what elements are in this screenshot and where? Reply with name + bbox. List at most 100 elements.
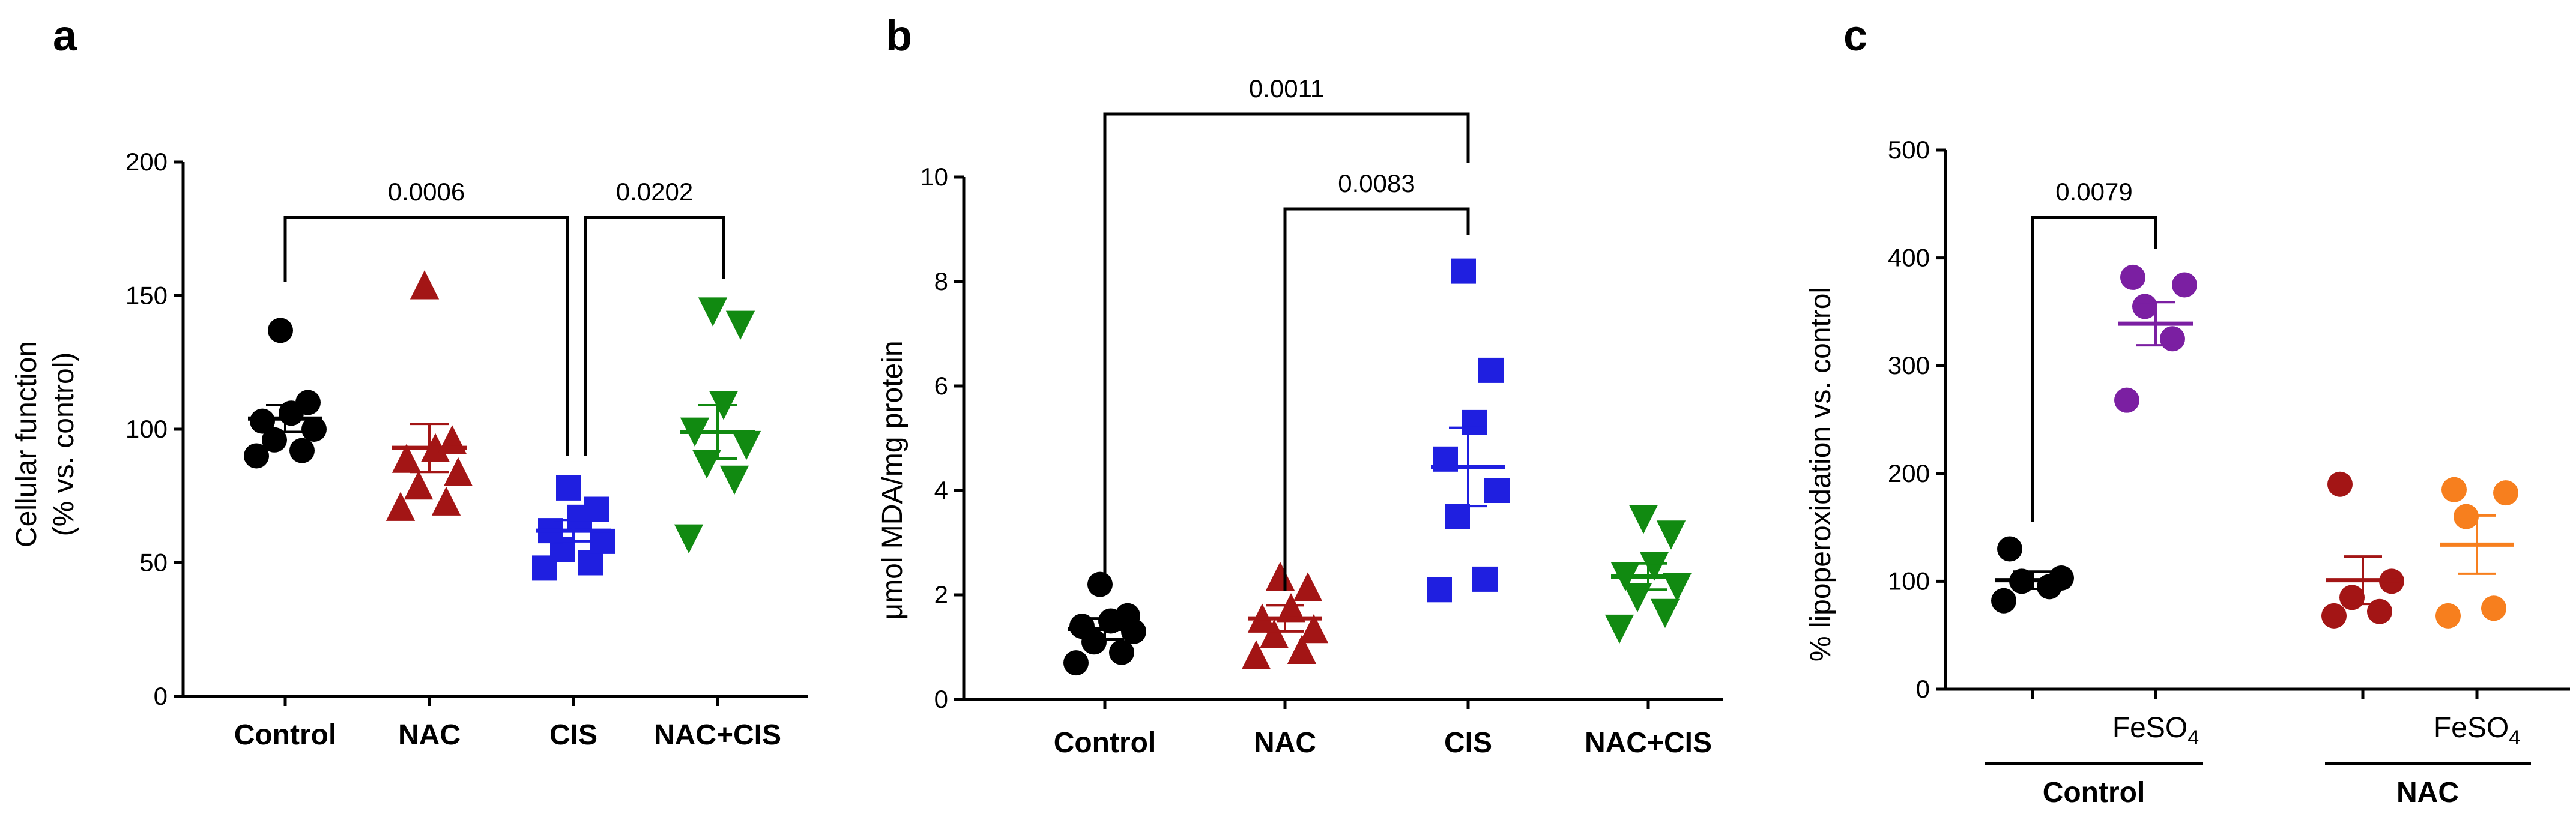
panel-b-xlabel-2: CIS [1444,727,1492,759]
panel-a-ytick-label: 100 [125,415,168,443]
panel-b-ytick-label: 2 [934,580,948,609]
panel-a-point [590,528,615,554]
panel-letter-c: c [1843,12,1867,60]
panel-b-ylabel: μmol MDA/mg protein [877,340,909,620]
panel-c-point [1991,588,2016,614]
panel-b-ytick-label: 0 [934,685,948,713]
panel-c-point [2049,565,2074,591]
panel-b-point [1484,478,1510,503]
panel-c-point [2435,603,2461,629]
panel-b-point [1604,614,1634,644]
panel-c-xlabel-sub: 4 [2187,726,2199,749]
panel-b-comparison-bracket-1 [1283,207,1470,591]
panel-c-ylabel-text: % lipoperoxidation vs. control [1805,287,1837,662]
panel-b-point [1662,573,1692,602]
panel-a-xlabel-3: NAC+CIS [654,719,781,751]
panel-c-point [2367,598,2392,624]
panel-c-point [2327,471,2353,497]
panel-b-point [1063,650,1089,676]
panel-a-point [404,470,434,500]
panel-a-point [250,408,275,434]
panel-c-point [2339,585,2365,610]
panel-c-point [2132,294,2157,319]
panel-c-group-label-control: Control [2043,777,2145,809]
panel-c-xlabel-sub: 4 [2509,726,2520,749]
panel-b-point [1265,561,1295,591]
panel-b-ytick-label: 6 [934,372,948,400]
panel-b-point [1472,566,1498,592]
panel-a-point [719,465,749,495]
panel-a-pvalue-1: 0.0202 [616,178,693,206]
panel-a-point [674,524,704,553]
panel-c-point [2120,264,2145,290]
panel-b-point [1639,552,1669,581]
panel-b-xlabel-3: NAC+CIS [1585,727,1712,759]
panel-c-ytick-label: 500 [1888,136,1930,164]
panel-c-ytick-label: 200 [1888,459,1930,487]
panel-b-point [1427,577,1452,603]
panel-c-ylabel: % lipoperoxidation vs. control [1805,287,1837,662]
panel-c-point [2481,595,2506,621]
panel-a-ylabel-line-2: (% vs. control) [48,352,80,537]
panel-a-xlabel-2: CIS [549,719,597,751]
panel-c-xlabel-1: FeSO4 [2112,712,2199,749]
panel-a-xlabel-1: NAC [398,719,461,751]
panel-b-ytick-label: 4 [934,476,948,504]
panel-a-comparison-bracket-1 [584,216,725,456]
panel-b-point [1241,640,1271,669]
panel-b-point [1462,409,1487,435]
panel-b-pvalue-0: 0.0011 [1249,74,1324,103]
panel-a-pvalue-0: 0.0006 [388,178,465,206]
panel-a-point [392,444,422,473]
panel-a-point [385,492,416,521]
panel-b-point [1276,593,1306,623]
panel-a-comparison-bracket-0 [283,216,569,456]
panel-c-point [2493,480,2518,506]
panel-a-point [289,438,315,463]
panel-c-point [2321,603,2347,629]
panel-c-comparison-bracket-0 [2031,216,2157,522]
panel-a-point [431,486,461,516]
panel-a-plot: 0 50 100 150 200 Control NAC CIS NAC+CIS 0.0006 0.… [125,148,808,751]
panel-a-point [262,427,287,453]
panel-b-point [1109,639,1134,665]
panel-c-ytick-label: 400 [1888,244,1930,272]
panel-c-xlabel-main: FeSO [2112,712,2187,744]
panel-b-point [1445,504,1470,529]
panel-b-plot: 0 2 4 6 8 10 Control NAC CIS NAC+CIS 0.0011 0.0083 [920,74,1723,759]
panel-a-point [410,270,440,300]
panel-b-point [1287,635,1317,665]
panel-c-group-label-nac: NAC [2396,777,2459,809]
panel-c-point [2160,326,2185,352]
panel-c-pvalue-0: 0.0079 [2055,178,2132,206]
panel-b-pvalue-1: 0.0083 [1338,169,1415,197]
panel-b-point [1087,571,1113,597]
panel-a-ytick-label: 200 [125,148,168,176]
panel-b-point [1650,598,1680,629]
panel-c-point [1997,536,2022,562]
panel-b-point [1478,357,1504,383]
panel-c-point [2172,272,2197,298]
panel-b-point [1259,619,1289,648]
panel-b-ytick-label: 8 [934,267,948,295]
panel-c-ytick-label: 0 [1916,675,1930,703]
panel-c-ytick-label: 300 [1888,351,1930,379]
panel-a-point [556,475,581,501]
panel-a-point [725,310,755,340]
panel-b-ylabel-text: μmol MDA/mg protein [877,340,909,620]
panel-b-point [1069,614,1095,639]
panel-a-xlabel-0: Control [234,719,337,751]
panel-a-point [584,496,609,522]
panel-a-point [301,417,327,442]
panel-c-xlabel-3: FeSO4 [2434,712,2520,749]
panel-a-ylabel: Cellular function (% vs. control) [11,341,80,547]
panel-b-point [1299,614,1329,644]
panel-letter-a: a [53,12,77,60]
panel-a-ytick-label: 150 [125,282,168,310]
panel-b-comparison-bracket-0 [1103,112,1470,591]
panel-b-xlabel-0: Control [1054,727,1156,759]
panel-b-point [1656,520,1686,550]
panel-b-point [1293,572,1323,601]
